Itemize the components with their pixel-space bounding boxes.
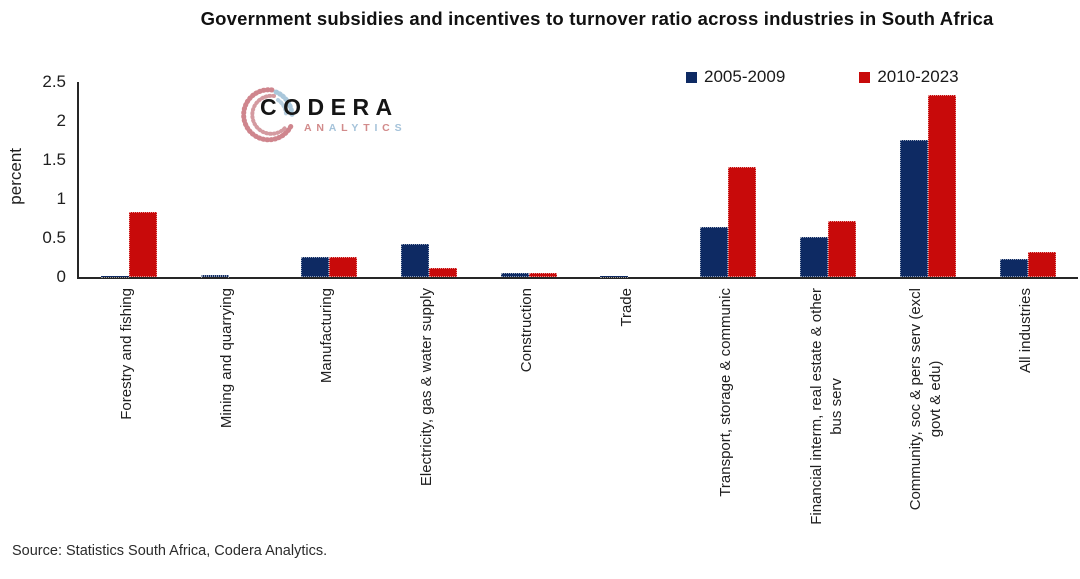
bar-2005-2009 — [700, 227, 729, 277]
bar-2005-2009 — [800, 237, 829, 277]
x-label-cell: Transport, storage & communic — [676, 288, 776, 525]
category-cell — [878, 82, 978, 277]
logo-wordmark: CODERA — [260, 94, 399, 120]
bar-2010-2023 — [328, 257, 357, 277]
category-label: Community, soc & pers serv (excl govt & … — [907, 288, 945, 511]
bar-2005-2009 — [200, 275, 229, 277]
legend-label: 2005-2009 — [704, 67, 786, 86]
bar-2010-2023 — [128, 212, 157, 277]
x-label-cell: Forestry and fishing — [77, 288, 177, 525]
bar-2005-2009 — [600, 276, 629, 277]
category-label: Trade — [617, 288, 635, 327]
logo-letter: A — [328, 122, 342, 134]
bar-2010-2023 — [728, 167, 757, 277]
bar-2005-2009 — [100, 276, 129, 277]
chart-title: Government subsidies and incentives to t… — [200, 8, 994, 29]
x-label-cell: Construction — [477, 288, 577, 525]
y-tick-label: 0 — [56, 267, 66, 286]
x-label-cell: Community, soc & pers serv (excl govt & … — [876, 288, 976, 525]
y-tick-label: 0.5 — [42, 228, 66, 247]
y-axis-ticks: 0 0.5 1 1.5 2 2.5 — [0, 72, 66, 286]
category-cell — [978, 82, 1078, 277]
category-label: Construction — [517, 288, 535, 373]
category-cell — [79, 82, 179, 277]
y-tick-label: 2.5 — [42, 72, 66, 91]
category-cell — [778, 82, 878, 277]
category-label: Mining and quarrying — [217, 288, 235, 429]
x-label-cell: Electricity, gas & water supply — [377, 288, 477, 525]
category-cell — [179, 82, 279, 277]
logo-letter: S — [394, 122, 407, 134]
y-tick-label: 2 — [56, 111, 66, 130]
legend-item: 2010-2023 — [859, 67, 959, 87]
legend-label: 2010-2023 — [877, 67, 959, 86]
category-cell — [479, 82, 579, 277]
bar-2010-2023 — [528, 273, 557, 277]
x-label-cell: Manufacturing — [277, 288, 377, 525]
legend-swatch-icon — [859, 71, 871, 83]
logo-subtext: ANALYTICS — [260, 122, 406, 134]
bar-2010-2023 — [1028, 252, 1057, 277]
category-cell — [279, 82, 379, 277]
category-label: All industries — [1017, 288, 1035, 374]
x-label-cell: Mining and quarrying — [177, 288, 277, 525]
legend-swatch-icon — [686, 71, 697, 83]
source-note: Source: Statistics South Africa, Codera … — [12, 543, 328, 559]
bar-2005-2009 — [1000, 259, 1029, 277]
y-tick-label: 1 — [56, 189, 66, 208]
logo-letter: T — [363, 122, 375, 134]
logo-letter: L — [341, 122, 352, 134]
legend-item: 2005-2009 — [686, 67, 785, 87]
category-label: Manufacturing — [317, 288, 335, 384]
category-label: Transport, storage & communic — [717, 288, 735, 497]
category-cell — [678, 82, 778, 277]
logo-letter: I — [374, 122, 383, 134]
bar-2005-2009 — [900, 140, 929, 277]
category-label: Financial interm, real estate & other bu… — [807, 288, 845, 525]
bar-2005-2009 — [300, 257, 329, 277]
logo-letter: N — [316, 122, 329, 134]
bar-2010-2023 — [928, 95, 957, 277]
category-label: Forestry and fishing — [118, 288, 136, 420]
x-axis-labels: Forestry and fishing Mining and quarrying… — [77, 288, 1076, 525]
bar-2005-2009 — [500, 273, 529, 277]
logo-letter: Y — [351, 122, 364, 134]
y-tick-label: 1.5 — [42, 150, 66, 169]
x-label-cell: Financial interm, real estate & other bu… — [776, 288, 876, 525]
bar-2005-2009 — [400, 244, 429, 277]
category-label: Electricity, gas & water supply — [417, 288, 435, 487]
codera-swirl-icon — [238, 86, 296, 149]
bar-2010-2023 — [428, 268, 457, 277]
legend: 2005-2009 2010-2023 — [686, 67, 959, 87]
logo-text-block: CODERA ANALYTICS — [260, 94, 406, 134]
bar-2010-2023 — [828, 221, 857, 277]
x-label-cell: All industries — [976, 288, 1076, 525]
logo-letter: A — [304, 122, 317, 134]
codera-logo: CODERA ANALYTICS — [238, 86, 438, 148]
category-cell — [379, 82, 479, 277]
logo-letter: C — [382, 122, 395, 134]
x-label-cell: Trade — [577, 288, 677, 525]
category-cell — [579, 82, 679, 277]
plot-area — [77, 82, 1078, 279]
